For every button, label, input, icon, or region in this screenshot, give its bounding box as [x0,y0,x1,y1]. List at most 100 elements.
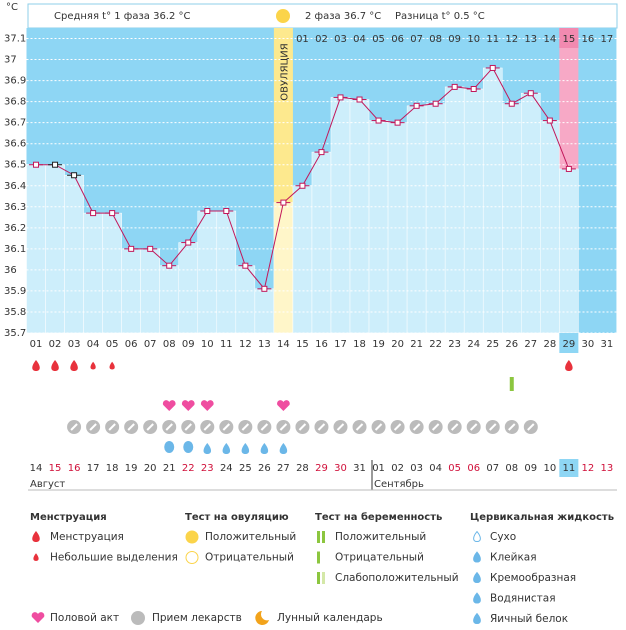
temp-point [109,210,116,217]
legend-icon [317,551,320,564]
legend-item: Яичный белок [490,613,568,625]
legend-icon [322,531,325,543]
date-label: 27 [277,463,290,474]
phase2-day: 05 [372,34,385,45]
temp-bar [159,265,179,334]
pill-mark [127,423,135,431]
pill-mark [184,423,192,431]
y-tick-label: 35.8 [4,307,26,318]
temp-bar [425,103,446,334]
x-tick-label: 28 [543,339,556,350]
temp-point [489,64,496,71]
temp-bar [349,99,370,334]
temp-bar [83,212,103,334]
temp-point [470,86,477,92]
y-tick-label: 36.8 [4,97,26,108]
x-tick-label: 24 [467,339,480,350]
temp-point [90,210,97,217]
pill-mark [508,423,516,431]
y-tick-label: 37 [4,55,17,66]
date-label: 06 [467,463,480,474]
heart [277,400,290,411]
y-tick-label: 36.1 [4,244,26,255]
legend-icon [255,611,269,625]
pill-mark [527,423,535,431]
temp-point [261,285,268,292]
x-tick-label: 14 [277,339,290,350]
x-tick-label: 03 [68,339,81,350]
pill-mark [203,423,211,431]
x-tick-label: 19 [372,339,385,350]
y-tick-label: 36.3 [4,202,26,213]
temp-point [166,262,173,269]
x-tick-label: 26 [505,339,518,350]
temp-bar [406,105,427,334]
pill-mark [241,423,250,431]
y-tick-label: 36.6 [4,139,26,150]
temp-point [280,199,287,206]
x-tick-label: 30 [582,339,595,350]
date-label: 25 [239,463,252,474]
mens-drop [70,360,78,371]
pill-mark [146,423,154,431]
y-tick-label: 35.9 [4,286,26,297]
pill-mark [279,423,288,431]
pill-mark [469,423,478,431]
x-tick-label: 13 [258,339,271,350]
temp-point [413,102,420,109]
x-tick-label: 17 [334,339,347,350]
watery [222,443,231,454]
x-tick-label: 27 [524,339,537,350]
temp-bar [235,265,256,334]
legend-icon [473,612,481,625]
date-label: 14 [30,463,43,474]
phase2-day: 16 [582,34,595,45]
x-tick-label: 05 [106,339,119,350]
watery [241,443,250,454]
date-label: 04 [429,463,442,474]
pill-mark [317,423,326,431]
phase2-day: 04 [353,34,366,45]
date-label: 17 [87,463,100,474]
phase2-day: 13 [524,34,537,45]
temp-point [375,117,382,124]
x-tick-label: 21 [410,339,423,350]
date-label: 19 [125,463,138,474]
ovulation-icon [276,9,290,23]
temp-point [337,94,344,101]
watery [203,443,212,454]
temp-point [204,208,211,214]
egg-white [164,441,175,453]
temp-point [242,262,249,269]
phase2-day: 17 [601,34,614,45]
x-tick-label: 08 [163,339,176,350]
date-label: 13 [601,463,614,474]
phase2-day: 11 [486,34,499,45]
phase2-day: 14 [543,34,556,45]
legend-icon [317,531,320,543]
temp-point [451,83,458,90]
temp-point [223,208,230,214]
phase2-day: 03 [334,34,347,45]
temp-bar [178,242,199,334]
date-label: 24 [220,463,233,474]
y-tick-label: 37.1 [4,34,26,45]
temp-bar [482,67,503,334]
legend-icon [185,551,199,564]
phase2-avg: 2 фаза 36.7 °C [305,11,381,22]
legend-item: Кремообразная [490,572,576,584]
temp-bar [444,86,465,334]
date-label: 12 [582,463,595,474]
pill-mark [108,423,116,431]
legend-item: Положительный [205,531,296,543]
pill-mark [355,423,364,431]
pill-mark [336,423,345,431]
temp-point [128,245,135,252]
temp-bar [368,120,389,334]
legend-title: Менструация [30,512,107,523]
preg-test [509,377,514,391]
month: Сентябрь [374,479,424,490]
y-tick-label: 36.5 [4,160,26,171]
temp-bar [502,103,522,334]
